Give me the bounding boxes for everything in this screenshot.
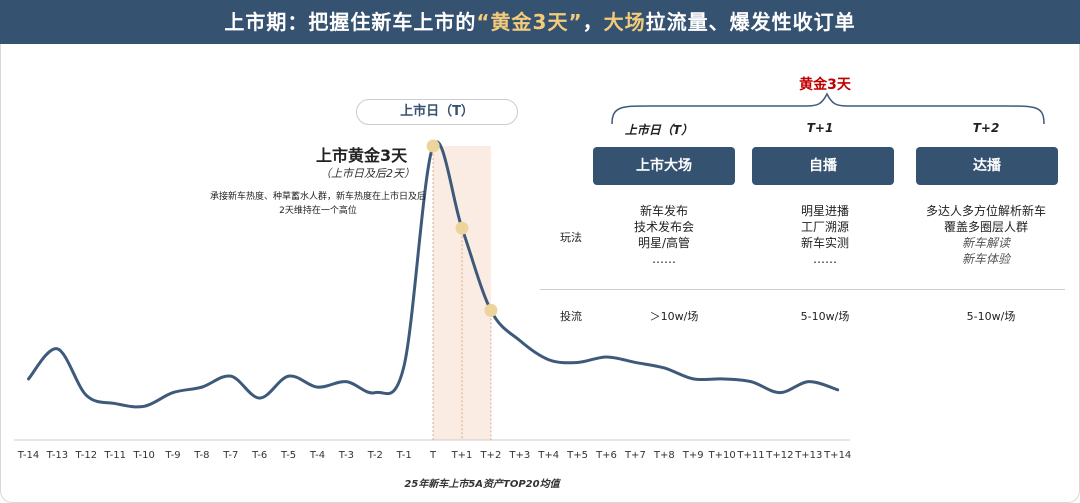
x-tick-label: T-2 <box>367 450 383 461</box>
x-tick-label: T-4 <box>309 450 326 461</box>
play-item: 技术发布会 <box>633 220 694 234</box>
x-tick-label: T+9 <box>682 450 704 461</box>
banner-highlight-big: 大场 <box>603 10 646 34</box>
plays-list-t2: 多达人多方位解析新车 覆盖多圈层人群 新车解读 新车体验 <box>906 203 1066 267</box>
x-tick-label: T-13 <box>46 450 69 461</box>
row-separator <box>540 289 1065 290</box>
annotation-title: 上市黄金3天 <box>316 146 408 165</box>
golden-days-brace <box>611 92 1045 125</box>
play-item: 覆盖多圈层人群 <box>943 220 1028 234</box>
page-title-banner: 上市期：把握住新车上市的“黄金3天”，大场拉流量、爆发性收订单 <box>0 0 1080 44</box>
golden-days-title: 黄金3天 <box>799 77 851 93</box>
column-header-t: 上市日（T） <box>624 123 694 137</box>
play-item: 新车实测 <box>800 236 849 250</box>
x-tick-label: T-11 <box>104 450 126 461</box>
column-header-t1: T+1 <box>806 121 834 135</box>
row-label-flow: 投流 <box>560 310 582 323</box>
x-tick-label: T-1 <box>396 450 412 461</box>
banner-sep: ， <box>582 10 604 34</box>
x-tick-label: T-5 <box>281 450 297 461</box>
play-item: 多达人多方位解析新车 <box>925 204 1046 218</box>
x-tick-label: T-6 <box>252 450 268 461</box>
launch-event-button: 上市大场 <box>593 147 735 185</box>
annotation-subtitle: （上市日及后2天） <box>320 167 415 180</box>
x-tick-label: T-3 <box>338 450 354 461</box>
chart-caption: 25年新车上市5A资产TOP20均值 <box>404 479 560 490</box>
play-item-italic: 新车解读 <box>961 236 1010 250</box>
banner-suffix: 拉流量、爆发性收订单 <box>645 10 856 34</box>
play-item-italic: 新车体验 <box>961 252 1010 266</box>
plays-list-t: 新车发布 技术发布会 明星/高管 …… <box>584 203 744 267</box>
x-tick-label: T+7 <box>624 450 646 461</box>
banner-prefix: 上市期：把握住新车上市的 <box>224 10 477 34</box>
plays-list-t1: 明星进播 工厂溯源 新车实测 …… <box>745 203 905 267</box>
x-tick-label: T+12 <box>766 450 794 461</box>
play-item: 明星进播 <box>800 204 849 218</box>
column-header-t2: T+2 <box>972 121 1000 135</box>
x-tick-label: T+14 <box>824 450 852 461</box>
data-marker-tp2 <box>484 303 498 317</box>
influencer-broadcast-button: 达播 <box>916 147 1058 185</box>
x-tick-label: T-9 <box>165 450 181 461</box>
x-tick-label: T+5 <box>567 450 589 461</box>
x-tick-label: T+2 <box>480 450 502 461</box>
data-marker-tp1 <box>455 221 469 235</box>
x-tick-label: T+6 <box>596 450 617 461</box>
x-tick-label: T <box>430 450 437 461</box>
banner-highlight-golden: 黄金3天 <box>490 10 569 34</box>
row-label-play: 玩法 <box>560 231 582 244</box>
x-tick-label: T+4 <box>538 450 560 461</box>
x-tick-label: T-12 <box>75 450 98 461</box>
play-item: …… <box>652 252 676 266</box>
x-tick-label: T-7 <box>223 450 239 461</box>
x-tick-label: T+8 <box>653 450 675 461</box>
x-tick-label: T+13 <box>795 450 823 461</box>
x-tick-label: T+10 <box>708 450 736 461</box>
banner-quote-open: “ <box>476 10 491 34</box>
banner-quote-close: ” <box>568 10 583 34</box>
annotation-description: 承接新车热度、种草蓄水人群，新车热度在上市日及后2天维持在一个高位 <box>210 192 427 216</box>
x-tick-label: T+11 <box>737 450 765 461</box>
x-tick-label: T-14 <box>17 450 40 461</box>
x-tick-label: T-10 <box>133 450 155 461</box>
flow-value-t: ＞10w/场 <box>649 310 699 323</box>
x-tick-label: T+3 <box>509 450 531 461</box>
play-item: …… <box>813 252 837 266</box>
x-tick-label: T+1 <box>451 450 473 461</box>
data-marker-t <box>426 139 440 153</box>
x-tick-label: T-8 <box>194 450 210 461</box>
self-broadcast-button: 自播 <box>752 147 894 185</box>
play-item: 新车发布 <box>639 204 688 218</box>
launch-day-pill: 上市日（T） <box>356 99 518 125</box>
flow-value-t2: 5-10w/场 <box>966 310 1016 323</box>
flow-value-t1: 5-10w/场 <box>800 310 850 323</box>
play-item: 工厂溯源 <box>800 220 849 234</box>
play-item: 明星/高管 <box>637 236 691 250</box>
